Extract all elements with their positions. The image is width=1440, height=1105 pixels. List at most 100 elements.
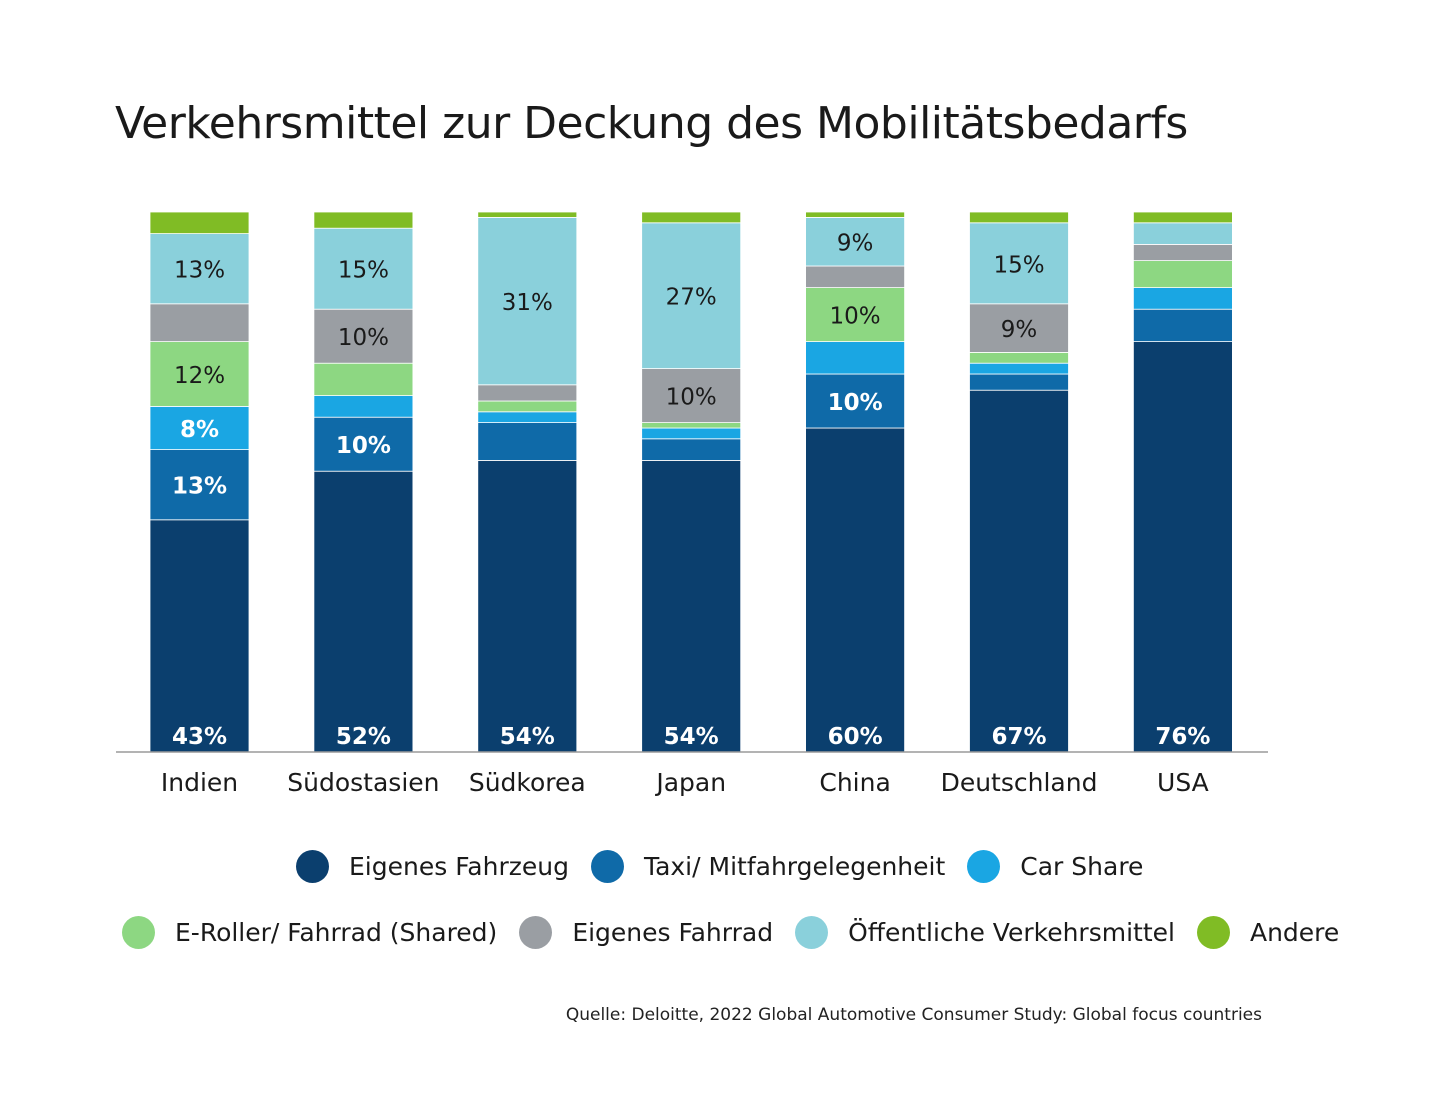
data-label-oeffentliche-1: 15%	[338, 258, 389, 284]
legend-swatch-car-share	[967, 850, 1001, 883]
bar-segment-e_roller-2	[477, 400, 578, 413]
bar-segment-eigenes_fahrzeug-3	[641, 459, 742, 753]
category-label-4: China	[819, 768, 890, 797]
legend-item-andere: Andere	[1196, 916, 1340, 949]
bar-segment-e_roller-3	[641, 422, 742, 429]
legend-item-taxi: Taxi/ Mitfahrgelegenheit	[590, 850, 946, 883]
bar-segment-taxi-6	[1133, 308, 1233, 343]
data-label-eigenes_fahrzeug-6: 76%	[1155, 724, 1210, 750]
bar-segment-eigenes_fahrrad-4	[805, 265, 905, 289]
category-label-2: Südkorea	[469, 768, 586, 797]
data-label-eigenes_fahrzeug-3: 54%	[664, 724, 719, 750]
bar-segment-oeffentliche-1	[313, 227, 414, 310]
bar-segment-e_roller-5	[969, 351, 1069, 364]
bar-segment-oeffentliche-0	[149, 233, 250, 305]
bar-segment-eigenes_fahrrad-3	[641, 368, 742, 424]
bar-segment-eigenes_fahrrad-2	[477, 384, 578, 402]
stacked-bar-chart: 43% 13% 8% 12% 13% Indien 52% 10% 10% 15% Südostas…	[116, 211, 1268, 797]
bar-segment-e_roller-0	[149, 341, 250, 407]
legend-item-oeffentliche: Öffentliche Verkehrsmittel	[795, 916, 1175, 949]
data-label-e_roller-0: 12%	[174, 363, 225, 389]
data-label-eigenes_fahrzeug-4: 60%	[828, 724, 883, 750]
category-label-0: Indien	[161, 768, 238, 797]
data-label-oeffentliche-0: 13%	[174, 258, 225, 284]
data-label-oeffentliche-2: 31%	[502, 290, 553, 316]
data-label-eigenes_fahrzeug-1: 52%	[336, 724, 391, 750]
bar-segment-car_share-1	[313, 395, 414, 418]
bar-segment-taxi-4	[805, 373, 905, 429]
bar-segment-e_roller-1	[313, 362, 414, 397]
bar-segment-eigenes_fahrrad-5	[969, 303, 1069, 353]
legend-swatch-oeffentliche	[795, 916, 829, 949]
legend-label-eigenes-fahrzeug: Eigenes Fahrzeug	[349, 852, 569, 881]
data-label-eigenes_fahrrad-5: 9%	[1001, 317, 1038, 343]
bar-segment-car_share-2	[477, 411, 578, 423]
data-label-car_share-0: 8%	[180, 417, 219, 443]
bar-segment-taxi-3	[641, 438, 742, 461]
legend-item-e-roller: E-Roller/ Fahrrad (Shared)	[122, 916, 497, 949]
data-label-eigenes_fahrzeug-2: 54%	[500, 724, 555, 750]
legend-label-car-share: Car Share	[1020, 852, 1144, 881]
legend-swatch-taxi	[590, 850, 624, 883]
legend-row-1: Eigenes Fahrzeug Taxi/ Mitfahrgelegenhei…	[296, 850, 1165, 883]
legend-label-eigenes-fahrrad: Eigenes Fahrrad	[572, 918, 774, 947]
bar-segment-oeffentliche-2	[477, 216, 578, 386]
bar-segment-eigenes_fahrzeug-1	[313, 470, 414, 753]
source-note: Quelle: Deloitte, 2022 Global Automotive…	[565, 1005, 1262, 1025]
legend-label-taxi: Taxi/ Mitfahrgelegenheit	[643, 852, 946, 881]
legend-row-2: E-Roller/ Fahrrad (Shared) Eigenes Fahrr…	[122, 916, 1361, 949]
bar-segment-taxi-0	[149, 449, 250, 521]
bar-segment-andere-0	[149, 211, 250, 235]
category-label-6: USA	[1157, 768, 1209, 797]
legend-item-car-share: Car Share	[967, 850, 1143, 883]
legend-item-eigenes-fahrzeug: Eigenes Fahrzeug	[296, 850, 569, 883]
bar-segment-car_share-3	[641, 427, 742, 440]
data-label-eigenes_fahrrad-1: 10%	[338, 325, 389, 351]
bar-segment-eigenes_fahrrad-1	[313, 308, 414, 364]
data-label-eigenes_fahrzeug-0: 43%	[172, 724, 227, 750]
legend-swatch-andere	[1196, 916, 1230, 949]
bar-segment-car_share-4	[805, 341, 905, 375]
category-label-1: Südostasien	[287, 768, 439, 797]
bar-segment-andere-5	[969, 211, 1069, 224]
bar-segment-car_share-5	[969, 362, 1069, 375]
legend-label-e-roller: E-Roller/ Fahrrad (Shared)	[175, 918, 498, 947]
legend-label-andere: Andere	[1249, 918, 1340, 947]
bar-segment-eigenes_fahrzeug-6	[1133, 341, 1233, 753]
bar-segment-eigenes_fahrzeug-5	[969, 389, 1069, 753]
data-label-oeffentliche-5: 15%	[993, 252, 1044, 278]
data-label-oeffentliche-3: 27%	[666, 285, 717, 311]
chart-title: Verkehrsmittel zur Deckung des Mobilität…	[115, 98, 1188, 149]
data-label-eigenes_fahrrad-3: 10%	[666, 385, 717, 411]
bar-segment-oeffentliche-3	[641, 222, 742, 370]
data-label-taxi-1: 10%	[336, 433, 391, 459]
legend-label-oeffentliche: Öffentliche Verkehrsmittel	[848, 918, 1175, 947]
bar-segment-taxi-2	[477, 422, 578, 461]
bar-segment-andere-1	[313, 211, 414, 229]
data-label-taxi-0: 13%	[172, 474, 227, 500]
category-label-3: Japan	[654, 768, 726, 797]
bar-segment-taxi-1	[313, 416, 414, 472]
legend-swatch-e-roller	[122, 916, 155, 949]
legend-swatch-eigenes-fahrrad	[519, 916, 553, 949]
bar-segment-andere-6	[1133, 211, 1233, 224]
bar-segment-e_roller-6	[1133, 260, 1233, 289]
data-label-eigenes_fahrzeug-5: 67%	[991, 724, 1046, 750]
bar-segment-taxi-5	[969, 373, 1069, 391]
bar-segment-oeffentliche-6	[1133, 222, 1233, 245]
bar-segment-andere-4	[805, 211, 905, 218]
bar-segment-eigenes_fahrrad-6	[1133, 243, 1233, 261]
bar-segment-oeffentliche-4	[805, 216, 905, 267]
bar-segment-eigenes_fahrzeug-4	[805, 427, 905, 753]
legend-item-eigenes-fahrrad: Eigenes Fahrrad	[519, 916, 773, 949]
bar-segment-eigenes_fahrzeug-2	[477, 459, 578, 753]
bar-segment-andere-2	[477, 211, 578, 218]
legend-swatch-eigenes-fahrzeug	[296, 850, 329, 883]
bar-segment-eigenes_fahrrad-0	[149, 303, 250, 342]
data-label-taxi-4: 10%	[828, 390, 883, 416]
data-label-e_roller-4: 10%	[830, 304, 881, 330]
bar-segment-e_roller-4	[805, 287, 905, 343]
bar-segment-andere-3	[641, 211, 742, 224]
bar-segment-oeffentliche-5	[969, 222, 1069, 305]
data-label-oeffentliche-4: 9%	[837, 231, 874, 257]
